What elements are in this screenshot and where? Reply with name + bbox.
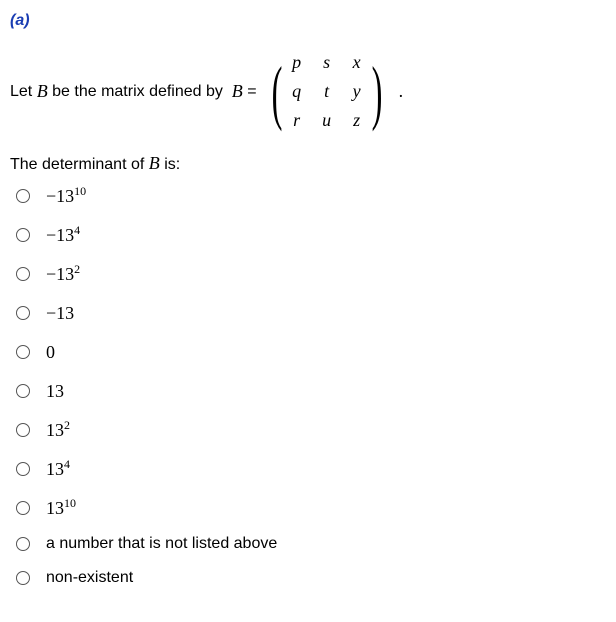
radio-icon[interactable] [16, 423, 30, 437]
radio-icon[interactable] [16, 306, 30, 320]
option-5[interactable]: 0 [16, 340, 606, 363]
option-8-label: 134 [46, 457, 70, 480]
radio-icon[interactable] [16, 537, 30, 551]
option-7-label: 132 [46, 418, 70, 441]
radio-icon[interactable] [16, 189, 30, 203]
option-5-label: 0 [46, 340, 55, 363]
option-10[interactable]: a number that is not listed above [16, 535, 606, 553]
matrix-display: ( p s x q t y r u z ) [265, 48, 389, 135]
subq-post: is: [160, 156, 180, 173]
option-3-label: −132 [46, 262, 80, 285]
stem-eq: = [243, 83, 257, 101]
options-list: −1310 −134 −132 −13 0 13 132 134 1310 a … [10, 184, 606, 587]
m-r3c3: z [351, 110, 363, 131]
option-6-label: 13 [46, 379, 64, 402]
option-2[interactable]: −134 [16, 223, 606, 246]
option-9-label: 1310 [46, 496, 76, 519]
radio-icon[interactable] [16, 462, 30, 476]
sub-question: The determinant of B is: [10, 153, 606, 174]
stem-mid: be the matrix defined by [48, 83, 232, 101]
option-3[interactable]: −132 [16, 262, 606, 285]
stem-var-b2: B [232, 81, 243, 102]
matrix-grid: p s x q t y r u z [289, 48, 365, 135]
stem-pre: Let [10, 83, 37, 101]
radio-icon[interactable] [16, 571, 30, 585]
stem-period: . [399, 81, 404, 102]
part-label: (a) [10, 12, 606, 30]
option-9[interactable]: 1310 [16, 496, 606, 519]
m-r1c2: s [321, 52, 333, 73]
question-stem: Let B be the matrix defined by B = ( p s… [10, 48, 606, 135]
option-11[interactable]: non-existent [16, 569, 606, 587]
option-2-label: −134 [46, 223, 80, 246]
m-r2c1: q [291, 81, 303, 102]
m-r2c2: t [321, 81, 333, 102]
rparen-icon: ) [371, 62, 382, 122]
option-4-label: −13 [46, 301, 74, 324]
option-6[interactable]: 13 [16, 379, 606, 402]
subq-var: B [149, 153, 160, 173]
m-r3c2: u [321, 110, 333, 131]
radio-icon[interactable] [16, 267, 30, 281]
radio-icon[interactable] [16, 228, 30, 242]
option-11-label: non-existent [46, 569, 133, 587]
option-10-label: a number that is not listed above [46, 535, 277, 553]
radio-icon[interactable] [16, 384, 30, 398]
radio-icon[interactable] [16, 345, 30, 359]
radio-icon[interactable] [16, 501, 30, 515]
stem-var-b1: B [37, 81, 48, 102]
option-8[interactable]: 134 [16, 457, 606, 480]
m-r1c1: p [291, 52, 303, 73]
m-r2c3: y [351, 81, 363, 102]
option-4[interactable]: −13 [16, 301, 606, 324]
option-1[interactable]: −1310 [16, 184, 606, 207]
m-r3c1: r [291, 110, 303, 131]
lparen-icon: ( [271, 62, 282, 122]
option-7[interactable]: 132 [16, 418, 606, 441]
m-r1c3: x [351, 52, 363, 73]
option-1-label: −1310 [46, 184, 86, 207]
subq-pre: The determinant of [10, 156, 149, 173]
